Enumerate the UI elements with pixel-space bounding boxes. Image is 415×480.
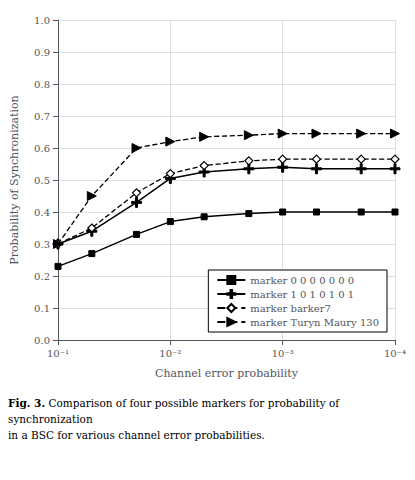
svg-text:10⁻³: 10⁻³	[272, 348, 294, 359]
svg-text:0.7: 0.7	[34, 111, 50, 122]
svg-text:0.3: 0.3	[34, 239, 50, 250]
svg-text:marker 1 0 1 0 1 0 1: marker 1 0 1 0 1 0 1	[250, 289, 354, 300]
svg-text:marker 0 0 0 0 0 0 0: marker 0 0 0 0 0 0 0	[250, 275, 354, 286]
svg-text:10⁻¹: 10⁻¹	[47, 348, 69, 359]
svg-text:Channel error probability: Channel error probability	[155, 367, 299, 380]
svg-text:0.8: 0.8	[34, 79, 50, 90]
svg-text:10⁻²: 10⁻²	[159, 348, 181, 359]
svg-text:marker Turyn Maury 130: marker Turyn Maury 130	[250, 317, 379, 328]
svg-text:0.2: 0.2	[34, 271, 50, 282]
svg-text:0.9: 0.9	[34, 47, 50, 58]
svg-text:0.4: 0.4	[34, 207, 50, 218]
svg-text:synchronization: synchronization	[8, 413, 93, 425]
svg-text:0.5: 0.5	[34, 175, 50, 186]
svg-text:in a BSC for various channel e: in a BSC for various channel error proba…	[8, 429, 265, 441]
svg-text:Comparison of four possible ma: Comparison of four possible markers for …	[45, 397, 343, 409]
svg-text:Probability of Synchronization: Probability of Synchronization	[8, 95, 21, 264]
svg-text:0.1: 0.1	[34, 303, 50, 314]
svg-text:marker barker7: marker barker7	[250, 303, 330, 314]
svg-text:Fig. 3.: Fig. 3.	[8, 397, 45, 409]
svg-text:0.6: 0.6	[34, 143, 50, 154]
svg-text:0.0: 0.0	[34, 335, 50, 346]
svg-text:1.0: 1.0	[34, 15, 50, 26]
svg-text:10⁻⁴: 10⁻⁴	[384, 348, 406, 359]
